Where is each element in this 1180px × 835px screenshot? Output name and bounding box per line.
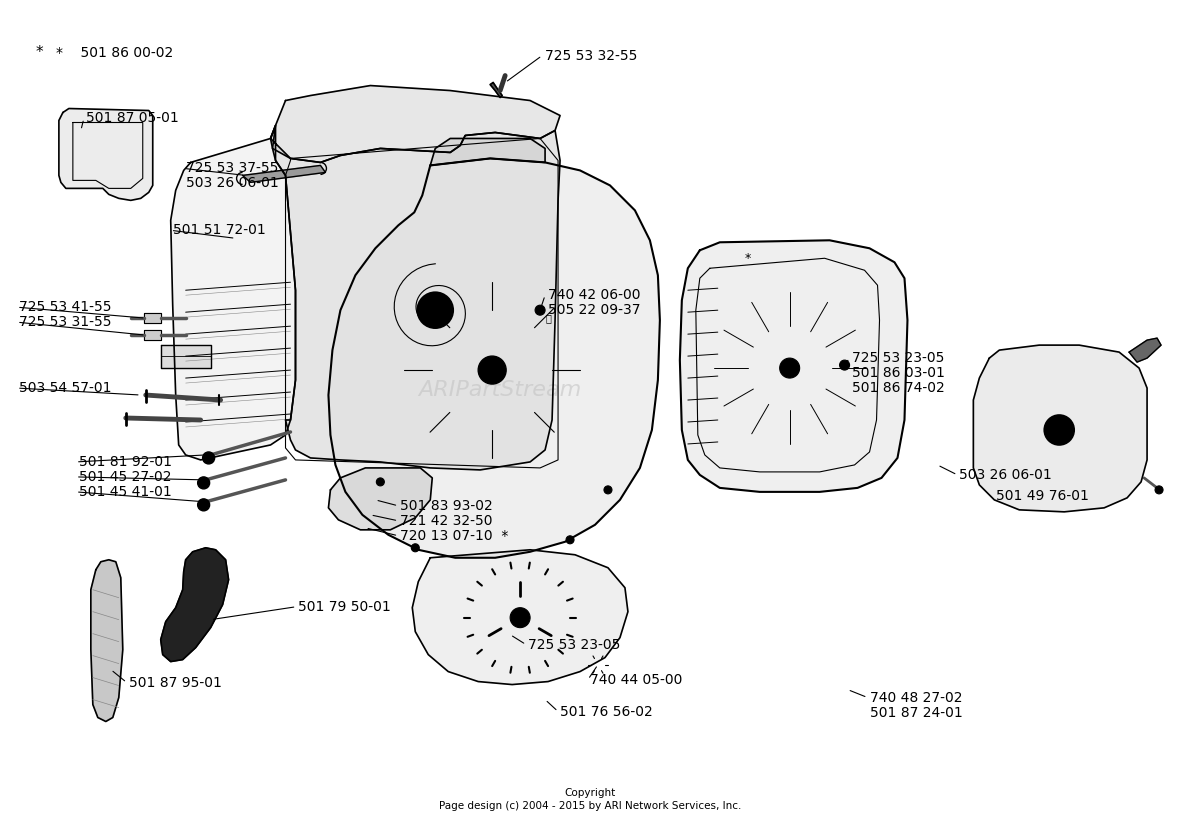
Circle shape bbox=[198, 477, 210, 488]
Text: 501 83 93-02: 501 83 93-02 bbox=[400, 498, 493, 513]
Text: *    501 86 00-02: * 501 86 00-02 bbox=[55, 46, 173, 59]
Circle shape bbox=[376, 478, 385, 486]
Polygon shape bbox=[160, 345, 211, 368]
Text: 725 53 23-05: 725 53 23-05 bbox=[852, 351, 944, 365]
Text: 740 42 06-00: 740 42 06-00 bbox=[548, 288, 641, 302]
Text: 501 76 56-02: 501 76 56-02 bbox=[560, 705, 653, 718]
Text: 501 81 92-01: 501 81 92-01 bbox=[79, 455, 172, 469]
Polygon shape bbox=[328, 159, 660, 558]
Circle shape bbox=[1044, 415, 1074, 445]
Text: 725 53 41-55: 725 53 41-55 bbox=[19, 301, 111, 314]
Text: *: * bbox=[745, 252, 750, 265]
Polygon shape bbox=[243, 165, 326, 182]
Polygon shape bbox=[144, 330, 160, 340]
Polygon shape bbox=[431, 139, 545, 165]
Polygon shape bbox=[91, 559, 123, 721]
Polygon shape bbox=[412, 549, 628, 685]
Circle shape bbox=[478, 356, 506, 384]
Polygon shape bbox=[328, 468, 432, 530]
Text: 725 53 23-05: 725 53 23-05 bbox=[529, 638, 621, 651]
Polygon shape bbox=[974, 345, 1147, 512]
Text: 503 26 06-01: 503 26 06-01 bbox=[185, 176, 278, 190]
Text: *: * bbox=[35, 45, 42, 60]
Text: 501 87 24-01: 501 87 24-01 bbox=[870, 706, 962, 720]
Text: 501 49 76-01: 501 49 76-01 bbox=[996, 488, 1089, 503]
Text: ARIPartStream: ARIPartStream bbox=[419, 380, 582, 400]
Text: 740 48 27-02: 740 48 27-02 bbox=[870, 691, 962, 705]
Polygon shape bbox=[59, 109, 152, 200]
Text: ⓘ: ⓘ bbox=[545, 313, 551, 323]
Polygon shape bbox=[270, 85, 560, 163]
Text: 501 87 05-01: 501 87 05-01 bbox=[86, 112, 178, 125]
Text: 501 79 50-01: 501 79 50-01 bbox=[299, 600, 392, 614]
Circle shape bbox=[203, 452, 215, 464]
Text: 501 87 95-01: 501 87 95-01 bbox=[129, 676, 222, 690]
Circle shape bbox=[1155, 486, 1163, 493]
Text: 725 53 32-55: 725 53 32-55 bbox=[545, 48, 637, 63]
Text: 501 45 41-01: 501 45 41-01 bbox=[79, 485, 171, 498]
Text: 721 42 32-50: 721 42 32-50 bbox=[400, 514, 493, 528]
Polygon shape bbox=[490, 83, 503, 98]
Circle shape bbox=[780, 358, 800, 378]
Text: 503 54 57-01: 503 54 57-01 bbox=[19, 381, 111, 395]
Circle shape bbox=[566, 536, 573, 544]
Circle shape bbox=[198, 498, 210, 511]
Polygon shape bbox=[144, 313, 160, 323]
Text: 725 53 37-55: 725 53 37-55 bbox=[185, 161, 278, 175]
Circle shape bbox=[412, 544, 419, 552]
Circle shape bbox=[510, 608, 530, 628]
Text: 501 45 27-02: 501 45 27-02 bbox=[79, 470, 171, 484]
Circle shape bbox=[840, 360, 850, 370]
Circle shape bbox=[535, 305, 545, 315]
Circle shape bbox=[604, 486, 612, 493]
Polygon shape bbox=[171, 125, 295, 460]
Text: 740 44 05-00: 740 44 05-00 bbox=[590, 672, 682, 686]
Polygon shape bbox=[270, 125, 560, 470]
Polygon shape bbox=[160, 548, 229, 661]
Text: Copyright
Page design (c) 2004 - 2015 by ARI Network Services, Inc.: Copyright Page design (c) 2004 - 2015 by… bbox=[439, 787, 741, 811]
Polygon shape bbox=[1129, 338, 1161, 362]
Text: 725 53 31-55: 725 53 31-55 bbox=[19, 315, 111, 329]
Text: 505 22 09-37: 505 22 09-37 bbox=[548, 303, 641, 317]
Text: 501 86 74-02: 501 86 74-02 bbox=[852, 381, 944, 395]
Text: 501 86 03-01: 501 86 03-01 bbox=[852, 366, 944, 380]
Polygon shape bbox=[680, 240, 907, 492]
Text: 720 13 07-10  *: 720 13 07-10 * bbox=[400, 529, 509, 543]
Circle shape bbox=[418, 292, 453, 328]
Text: 501 51 72-01: 501 51 72-01 bbox=[172, 223, 266, 237]
Text: 503 26 06-01: 503 26 06-01 bbox=[959, 468, 1053, 482]
